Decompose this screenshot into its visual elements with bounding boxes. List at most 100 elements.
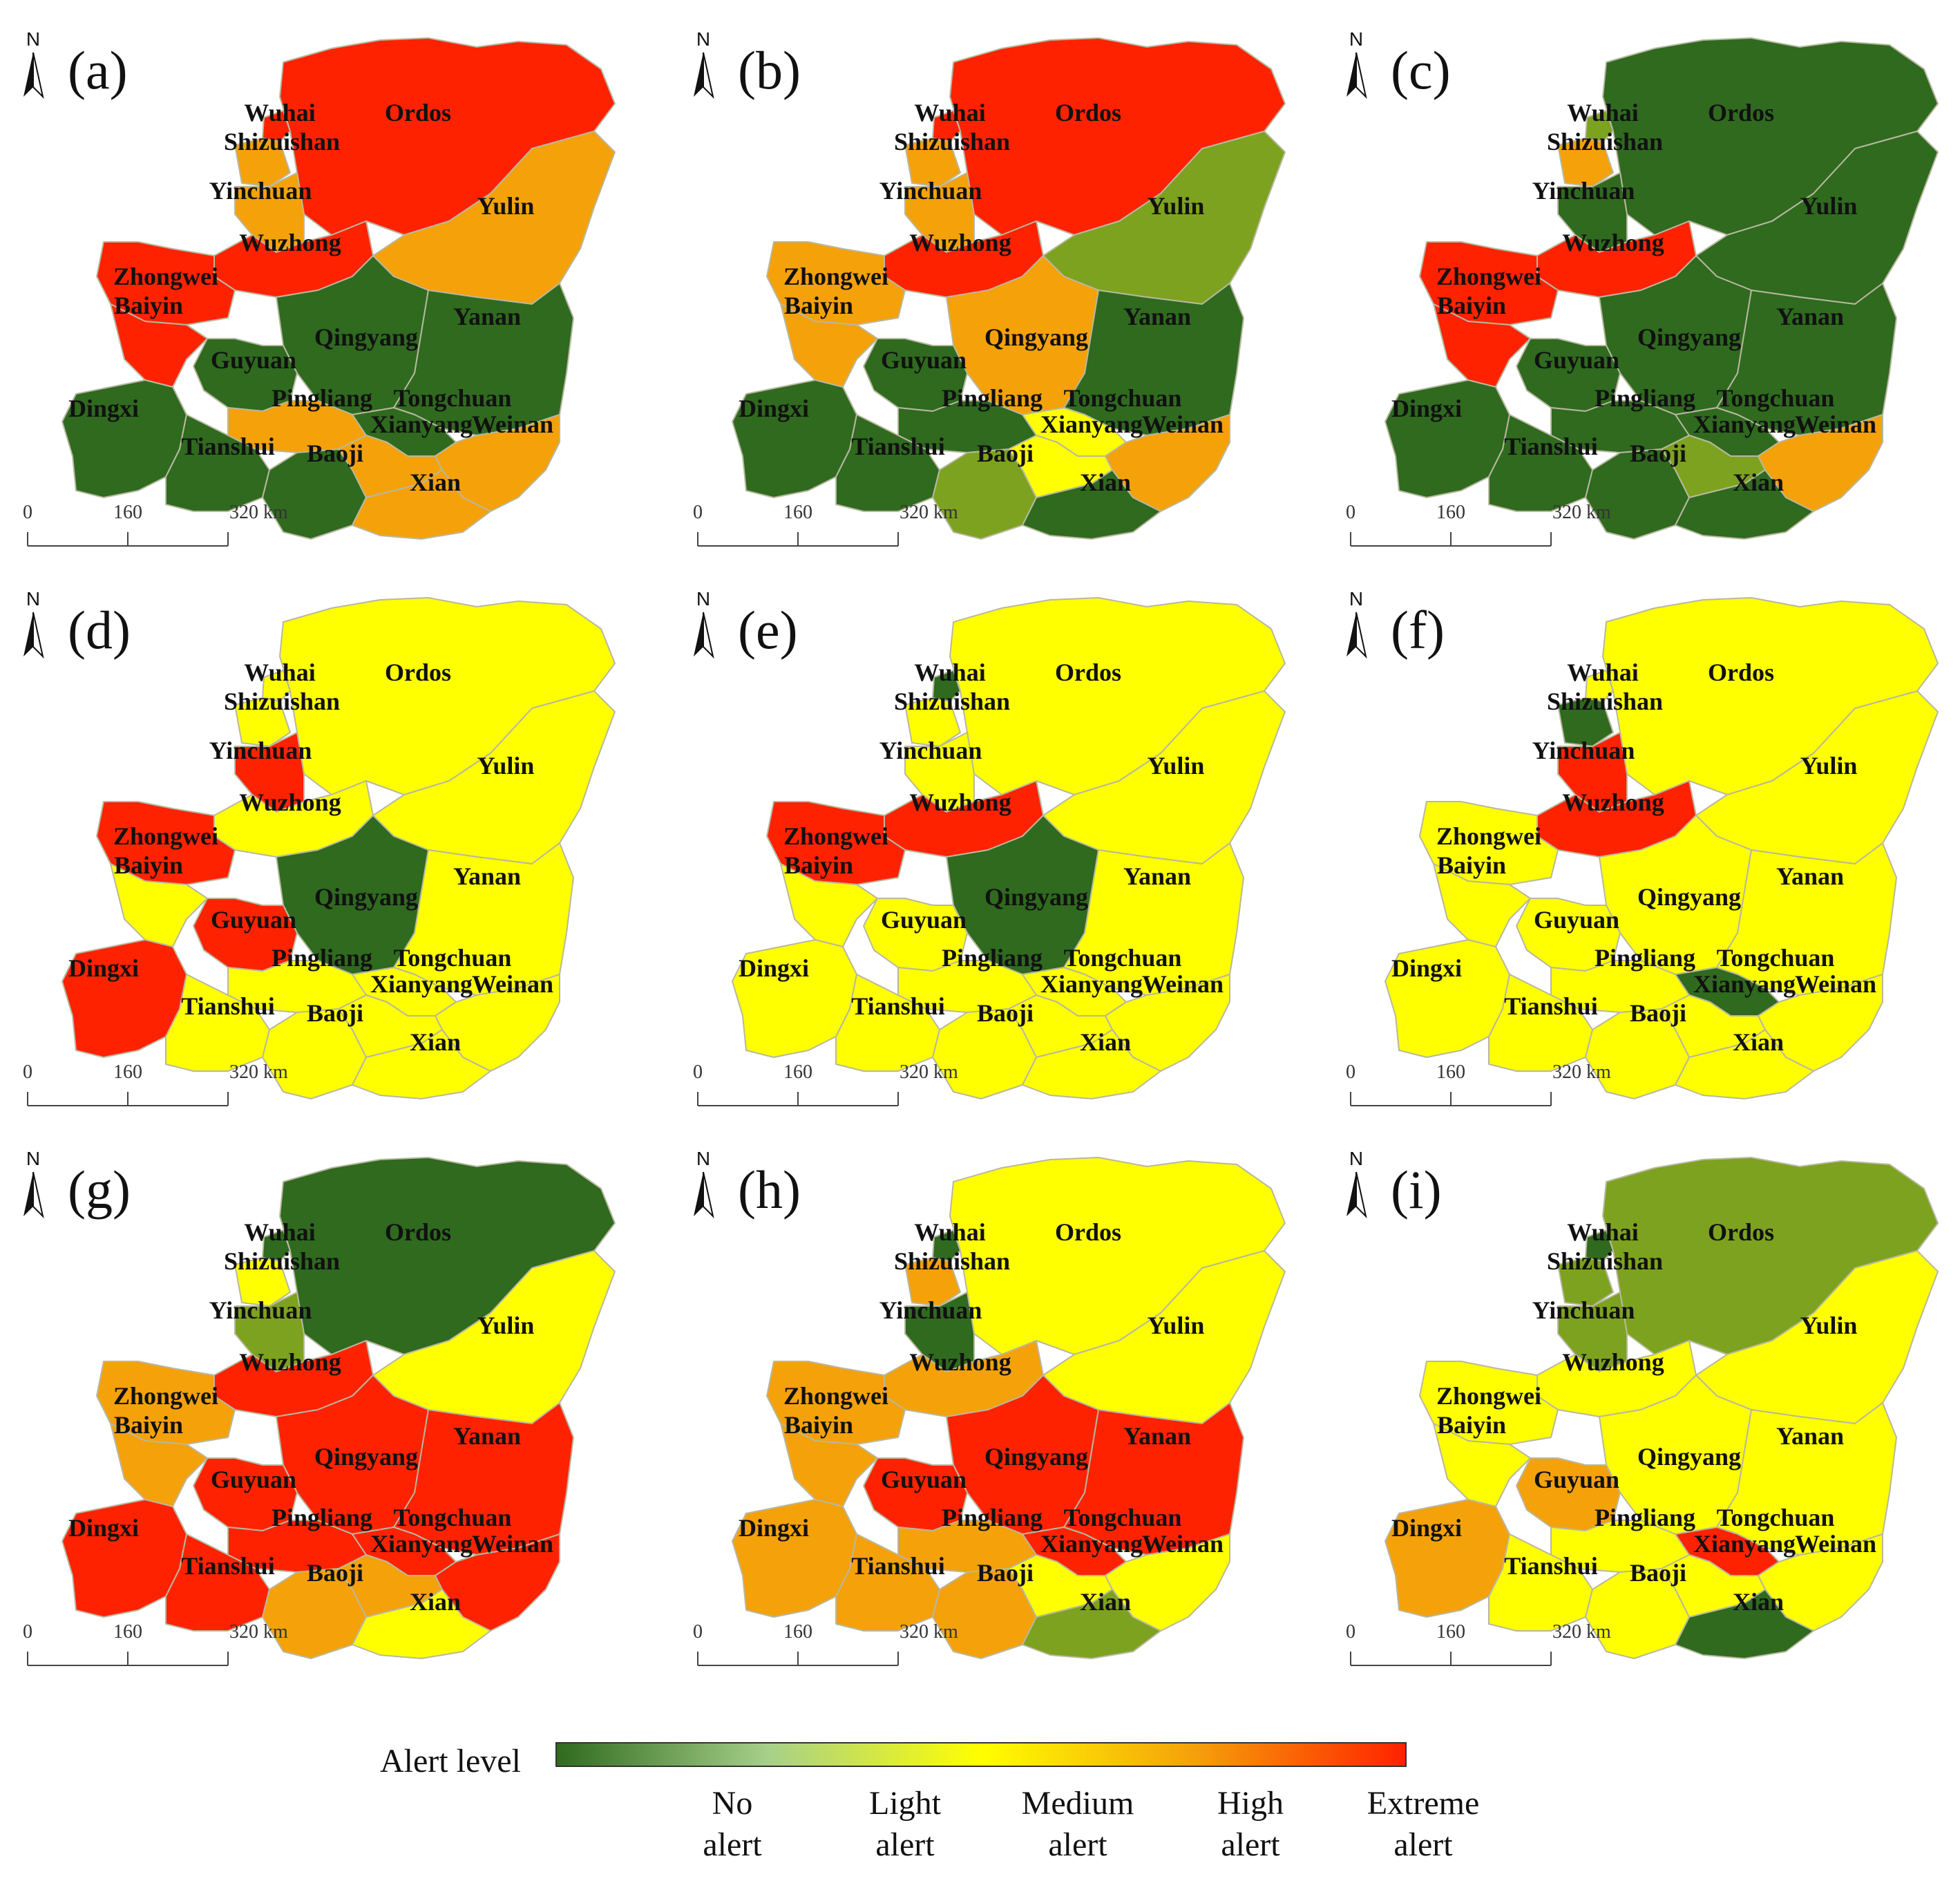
city-label-dingxi: Dingxi — [1391, 395, 1462, 422]
city-label-yulin: Yulin — [1148, 1312, 1205, 1339]
city-label-wuzhong: Wuzhong — [1562, 1348, 1664, 1376]
scale-bar: 0 160 320 km — [1346, 502, 1611, 547]
city-label-weinan: Weinan — [472, 970, 553, 998]
city-label-wuhai: Wuhai — [914, 1218, 985, 1246]
panel-label: (d) — [68, 600, 131, 660]
region-layer — [732, 1157, 1286, 1659]
region-shizuishan — [234, 1257, 291, 1307]
map-panel-g-svg: Wuhai Ordos Shizuishan Yinchuan Yulin Wuzhong… — [23, 1148, 616, 1666]
region-baiyin — [1433, 303, 1531, 388]
city-label-yulin: Yulin — [477, 752, 535, 779]
region-xian — [352, 1029, 491, 1099]
city-label-zhongwei: Zhongwei — [783, 1382, 888, 1410]
scale-tick-label: 160 — [1436, 502, 1465, 523]
city-label-weinan: Weinan — [1795, 1530, 1876, 1558]
scale-tick-label: 0 — [693, 1061, 703, 1083]
scale-tick-label: 0 — [23, 502, 32, 523]
city-label-guyuan: Guyuan — [881, 346, 967, 374]
map-panel-i-svg: Wuhai Ordos Shizuishan Yinchuan Yulin Wuzhong… — [1346, 1148, 1939, 1666]
city-label-xian: Xian — [1080, 1588, 1131, 1616]
legend-level-labels: No alert Light alert Medium alert High alert Ext… — [703, 1785, 1479, 1863]
city-label-guyuan: Guyuan — [211, 346, 296, 374]
city-label-dingxi: Dingxi — [739, 954, 809, 982]
city-label-tongchuan: Tongchuan — [1064, 944, 1182, 972]
north-arrow-icon: N — [694, 588, 714, 659]
region-shizuishan — [904, 1257, 961, 1307]
city-label-tianshui: Tianshui — [851, 1552, 944, 1580]
city-label-tongchuan: Tongchuan — [1717, 1504, 1835, 1531]
city-label-layer: Wuhai Ordos Shizuishan Yinchuan Yulin Wuzhong… — [68, 659, 553, 1056]
city-label-zhongwei: Zhongwei — [113, 1382, 218, 1410]
city-label-ordos: Ordos — [385, 659, 451, 686]
map-panel-a-svg: Wuhai Ordos Shizuishan Yinchuan Yulin Wuzhong… — [23, 28, 616, 547]
city-label-qingyang: Qingyang — [314, 1443, 418, 1471]
legend: Alert level No alert Light alert Medium alert… — [373, 1728, 1548, 1887]
north-arrow-icon: N — [1347, 28, 1367, 100]
city-label-yinchuan: Yinchuan — [1532, 177, 1635, 205]
region-shizuishan — [904, 138, 961, 187]
scale-bar: 0 160 320 km — [693, 1061, 958, 1106]
city-label-layer: Wuhai Ordos Shizuishan Yinchuan Yulin Wuzhong… — [1391, 659, 1876, 1056]
city-label-yinchuan: Yinchuan — [1532, 1296, 1635, 1324]
city-label-yinchuan: Yinchuan — [209, 737, 312, 764]
city-label-layer: Wuhai Ordos Shizuishan Yinchuan Yulin Wuzhong… — [68, 1218, 553, 1616]
city-label-layer: Wuhai Ordos Shizuishan Yinchuan Yulin Wuzhong… — [739, 659, 1224, 1056]
city-label-yanan: Yanan — [1123, 862, 1191, 890]
city-label-dingxi: Dingxi — [1391, 954, 1462, 982]
city-label-baoji: Baoji — [307, 1559, 363, 1587]
city-label-yulin: Yulin — [1800, 1312, 1858, 1339]
scale-tick-label: 160 — [113, 502, 142, 523]
legend-level-label: alert — [1221, 1826, 1280, 1863]
scale-tick-label: 160 — [783, 1621, 812, 1643]
city-label-tongchuan: Tongchuan — [1064, 384, 1182, 412]
city-label-guyuan: Guyuan — [881, 1466, 967, 1493]
city-label-baoji: Baoji — [1630, 999, 1686, 1027]
city-label-xian: Xian — [1080, 1028, 1131, 1056]
city-label-dingxi: Dingxi — [68, 1514, 139, 1542]
city-label-yulin: Yulin — [1800, 192, 1858, 220]
region-wuhai — [1585, 670, 1614, 702]
map-panel-c: Wuhai Ordos Shizuishan Yinchuan Yulin Wuzhong… — [1330, 14, 1960, 567]
panel-label: (c) — [1391, 40, 1451, 100]
city-label-baoji: Baoji — [1630, 1559, 1686, 1587]
panel-label: (h) — [738, 1160, 801, 1220]
city-label-yinchuan: Yinchuan — [879, 737, 982, 764]
city-label-wuzhong: Wuzhong — [909, 788, 1011, 816]
region-wuhai — [932, 1229, 961, 1262]
city-label-dingxi: Dingxi — [68, 954, 139, 982]
city-label-yanan: Yanan — [1776, 1422, 1844, 1450]
city-label-zhongwei: Zhongwei — [783, 822, 888, 850]
city-label-baoji: Baoji — [977, 1559, 1034, 1587]
region-weinan — [1758, 1533, 1883, 1632]
city-label-yinchuan: Yinchuan — [879, 1296, 982, 1324]
city-label-xian: Xian — [1733, 1588, 1784, 1616]
region-wuhai — [262, 110, 291, 142]
city-label-tianshui: Tianshui — [181, 433, 274, 460]
north-arrow-label: N — [696, 1148, 710, 1169]
city-label-pingliang: Pingliang — [942, 384, 1043, 412]
region-layer — [61, 1157, 616, 1659]
city-label-xianyang: Xianyang — [370, 410, 473, 438]
region-baiyin — [780, 863, 878, 947]
city-label-yulin: Yulin — [1800, 752, 1858, 779]
scale-tick-label: 320 km — [229, 1061, 288, 1083]
city-label-guyuan: Guyuan — [211, 906, 296, 934]
city-label-tongchuan: Tongchuan — [394, 944, 512, 972]
region-weinan — [1758, 414, 1883, 512]
region-weinan — [1105, 1533, 1230, 1632]
city-label-dingxi: Dingxi — [739, 1514, 809, 1542]
city-label-xian: Xian — [1080, 469, 1131, 496]
region-layer — [1385, 1157, 1939, 1659]
city-label-xianyang: Xianyang — [1693, 410, 1796, 438]
city-label-baoji: Baoji — [307, 999, 363, 1027]
scale-tick-label: 0 — [693, 502, 703, 523]
scale-tick-label: 320 km — [1552, 1621, 1611, 1643]
scale-tick-label: 320 km — [900, 502, 958, 523]
north-arrow-label: N — [696, 28, 710, 50]
region-baiyin — [110, 1423, 208, 1507]
map-panel-c-svg: Wuhai Ordos Shizuishan Yinchuan Yulin Wuzhong… — [1346, 28, 1939, 547]
scale-tick-label: 160 — [113, 1061, 142, 1083]
city-label-guyuan: Guyuan — [1534, 1466, 1619, 1493]
city-label-qingyang: Qingyang — [984, 1443, 1088, 1471]
legend-level-label: alert — [875, 1826, 935, 1863]
